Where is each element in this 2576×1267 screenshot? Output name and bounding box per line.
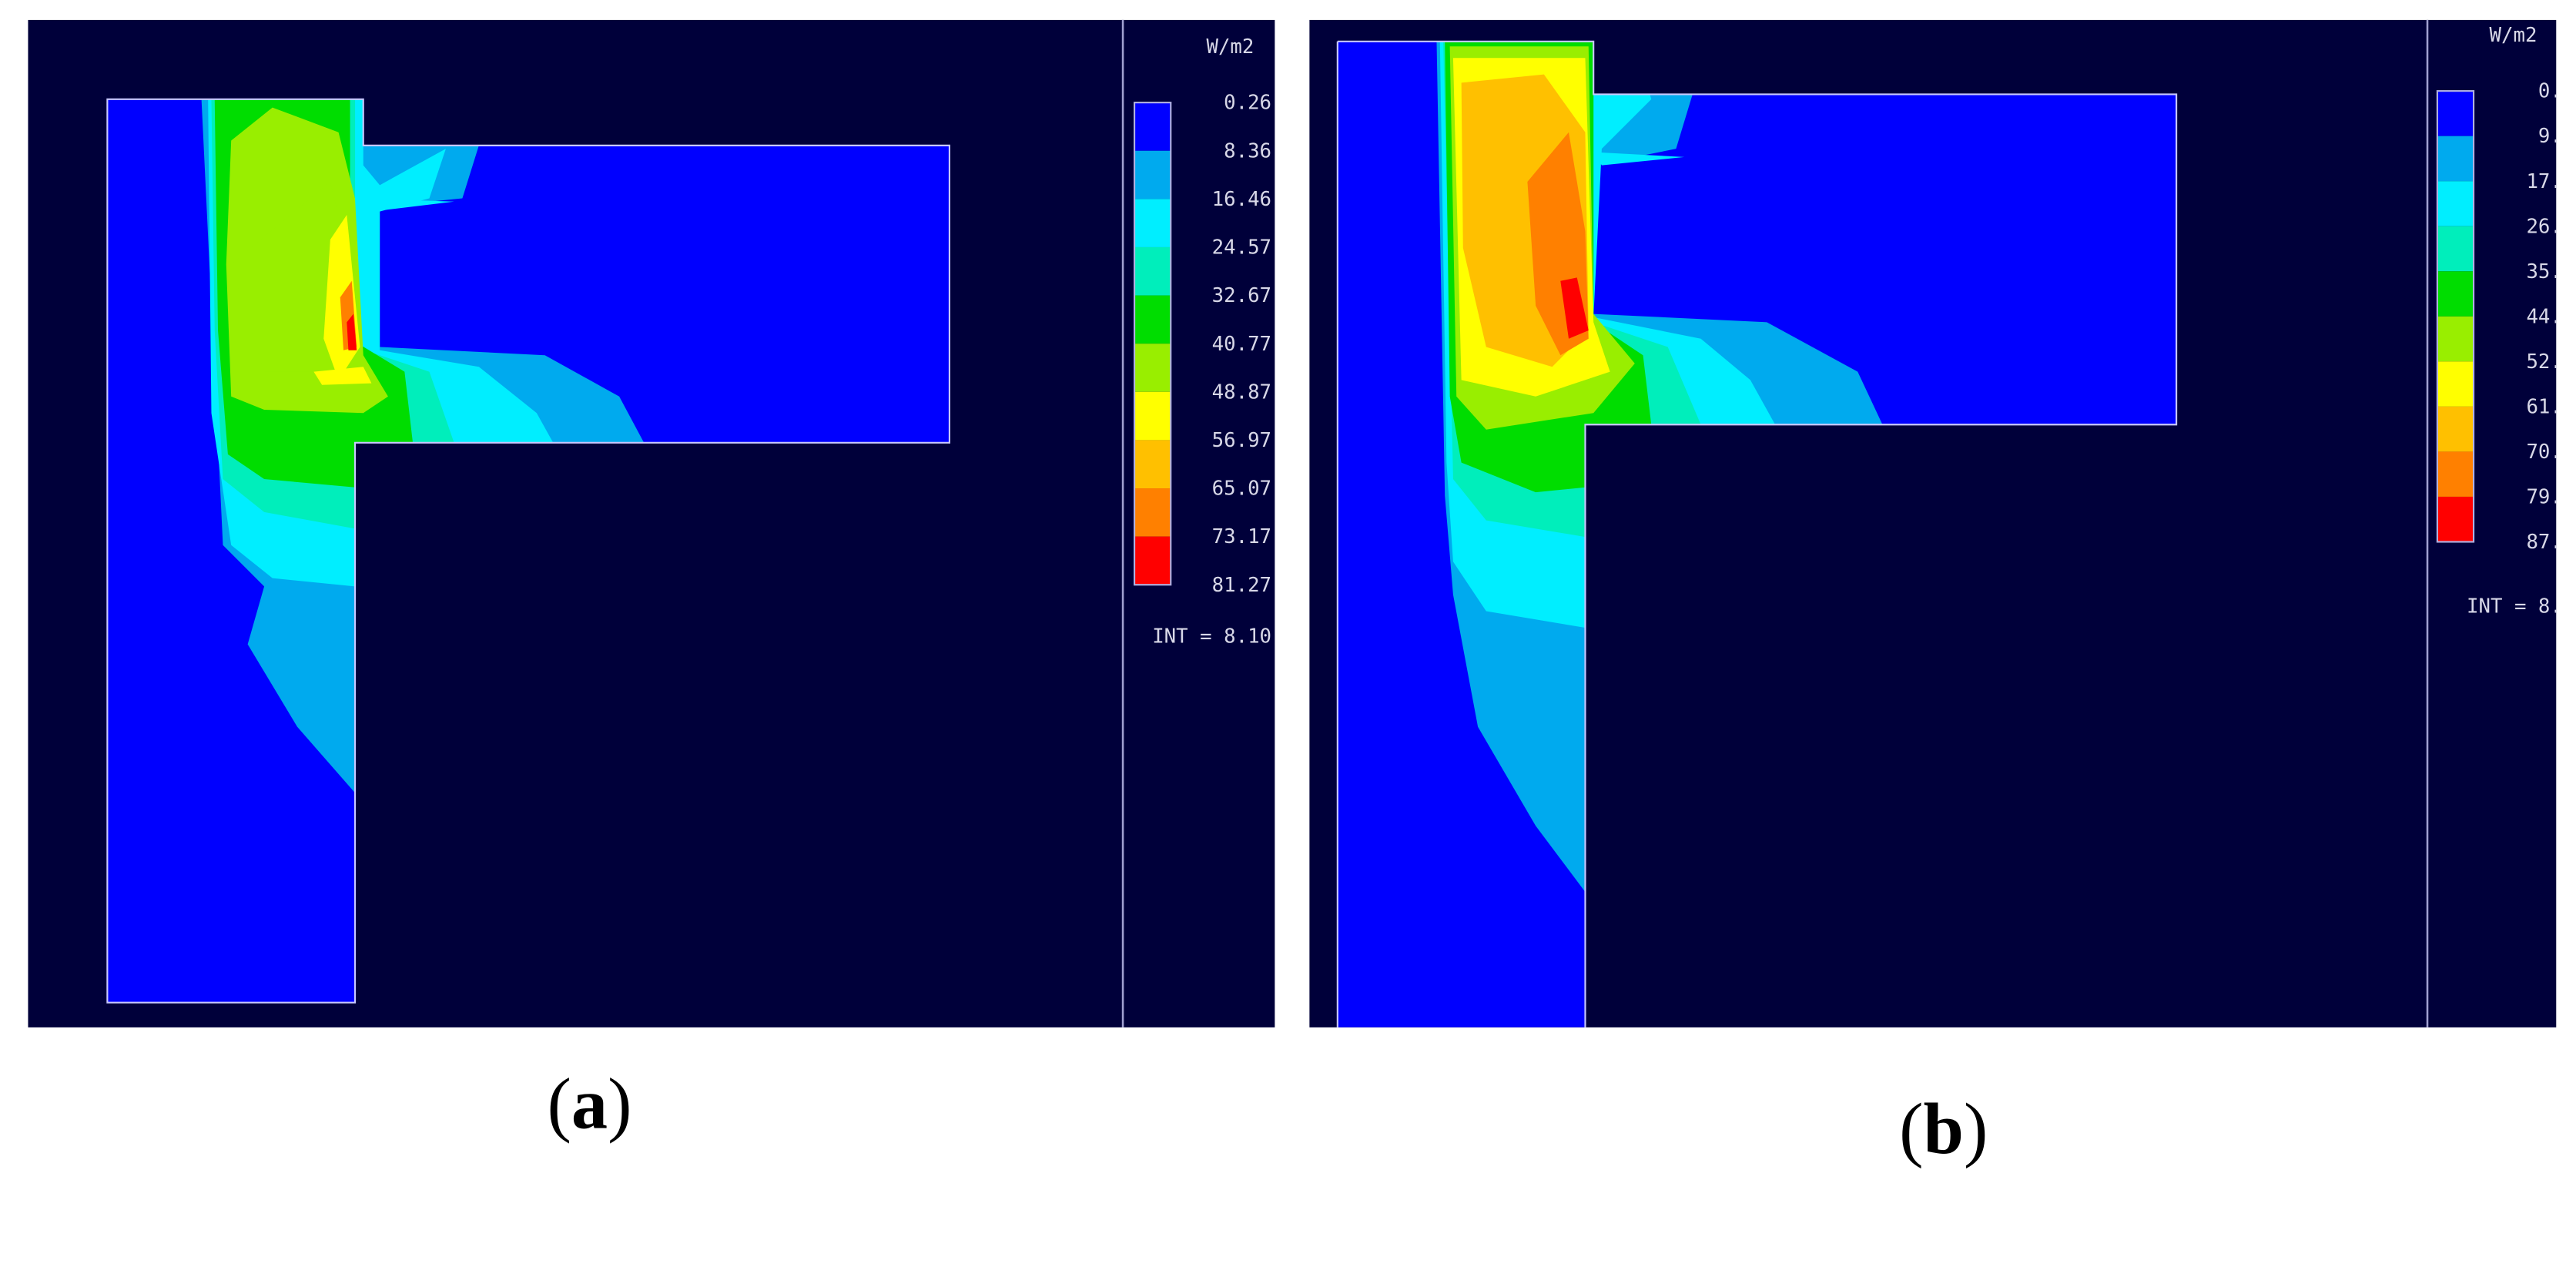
- legend-level-label: 26.57: [2526, 215, 2576, 238]
- legend-swatch-1: [1134, 102, 1171, 151]
- legend-swatch-7: [2437, 361, 2474, 407]
- caption-a: (a): [547, 1064, 631, 1145]
- panel-b-domain-outline: [1336, 40, 2178, 1027]
- legend-swatch-1: [2437, 91, 2474, 136]
- legend-swatch-8: [1134, 440, 1171, 489]
- legend-level-label: 0.26: [1224, 92, 1271, 115]
- contour-level-7b: [313, 367, 372, 385]
- contour-level-10: [1560, 277, 1589, 339]
- panel-a-domain-outline: [106, 98, 951, 1004]
- int-label: INT = 8.10: [1152, 625, 1271, 648]
- legend-swatch-5: [1134, 295, 1171, 344]
- legend-swatch-9: [1134, 488, 1171, 537]
- legend-level-label: 40.77: [1212, 333, 1271, 356]
- legend-unit: W/m2: [1206, 35, 1254, 59]
- legend-swatch-6: [1134, 344, 1171, 392]
- contour-level-10: [347, 313, 357, 350]
- legend-swatch-2: [1134, 150, 1171, 199]
- legend-swatch-10: [1134, 536, 1171, 585]
- caption-b: (b): [1899, 1089, 1988, 1169]
- legend-swatch-10: [2437, 496, 2474, 542]
- legend-level-label: 65.07: [1212, 478, 1271, 501]
- legend-level-label: 56.97: [1212, 429, 1271, 452]
- legend-swatch-9: [2437, 451, 2474, 497]
- legend-swatch-3: [1134, 199, 1171, 247]
- legend-swatch-3: [2437, 181, 2474, 226]
- panel-a: W/m2 0.26 8.36 16.46 24.57 32.67 40.77 48.87 56.…: [28, 19, 1275, 1027]
- panel-b: W/m2 0.29 9.05 17.81 26.57 35.33 44.09 52.85 61.…: [1309, 19, 2576, 1027]
- legend-level-label: 79.13: [2526, 486, 2576, 509]
- legend-level-label: 73.17: [1212, 525, 1271, 548]
- legend-level-label: 87.89: [2526, 531, 2576, 554]
- int-label: INT = 8.76: [2467, 595, 2576, 618]
- contour-spike: [1593, 152, 1685, 166]
- legend-level-label: 17.81: [2526, 170, 2576, 193]
- legend-unit: W/m2: [2490, 24, 2537, 47]
- legend-level-label: 24.57: [1212, 236, 1271, 260]
- panel-b-legend: W/m2 0.29 9.05 17.81 26.57 35.33 44.09 52.85 61.…: [2436, 24, 2576, 618]
- legend-level-label: 0.29: [2538, 80, 2576, 103]
- legend-level-label: 32.67: [1212, 284, 1271, 307]
- legend-level-label: 9.05: [2538, 125, 2576, 148]
- legend-level-label: 61.61: [2526, 395, 2576, 418]
- legend-level-label: 35.33: [2526, 260, 2576, 283]
- legend-bar-frame: [1134, 102, 1172, 586]
- legend-level-label: 70.37: [2526, 441, 2576, 464]
- contour-spike: [355, 198, 454, 212]
- legend-level-label: 16.46: [1212, 188, 1271, 211]
- legend-swatch-8: [2437, 406, 2474, 452]
- legend-swatch-5: [2437, 271, 2474, 317]
- legend-level-label: 8.36: [1224, 139, 1271, 163]
- legend-level-label: 52.85: [2526, 350, 2576, 374]
- legend-level-label: 48.87: [1212, 380, 1271, 404]
- legend-swatch-2: [2437, 136, 2474, 182]
- legend-swatch-4: [2437, 226, 2474, 272]
- panel-a-legend: W/m2 0.26 8.36 16.46 24.57 32.67 40.77 48.87 56.…: [1134, 35, 1271, 648]
- legend-level-label: 44.09: [2526, 305, 2576, 328]
- legend-level-label: 81.27: [1212, 574, 1271, 597]
- legend-swatch-6: [2437, 316, 2474, 362]
- legend-bar-frame: [2436, 90, 2475, 543]
- legend-swatch-7: [1134, 391, 1171, 441]
- legend-swatch-4: [1134, 246, 1171, 296]
